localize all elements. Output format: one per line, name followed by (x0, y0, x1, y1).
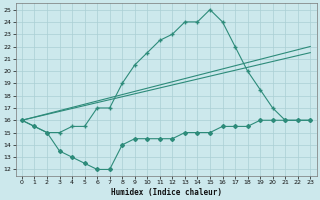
X-axis label: Humidex (Indice chaleur): Humidex (Indice chaleur) (111, 188, 221, 197)
